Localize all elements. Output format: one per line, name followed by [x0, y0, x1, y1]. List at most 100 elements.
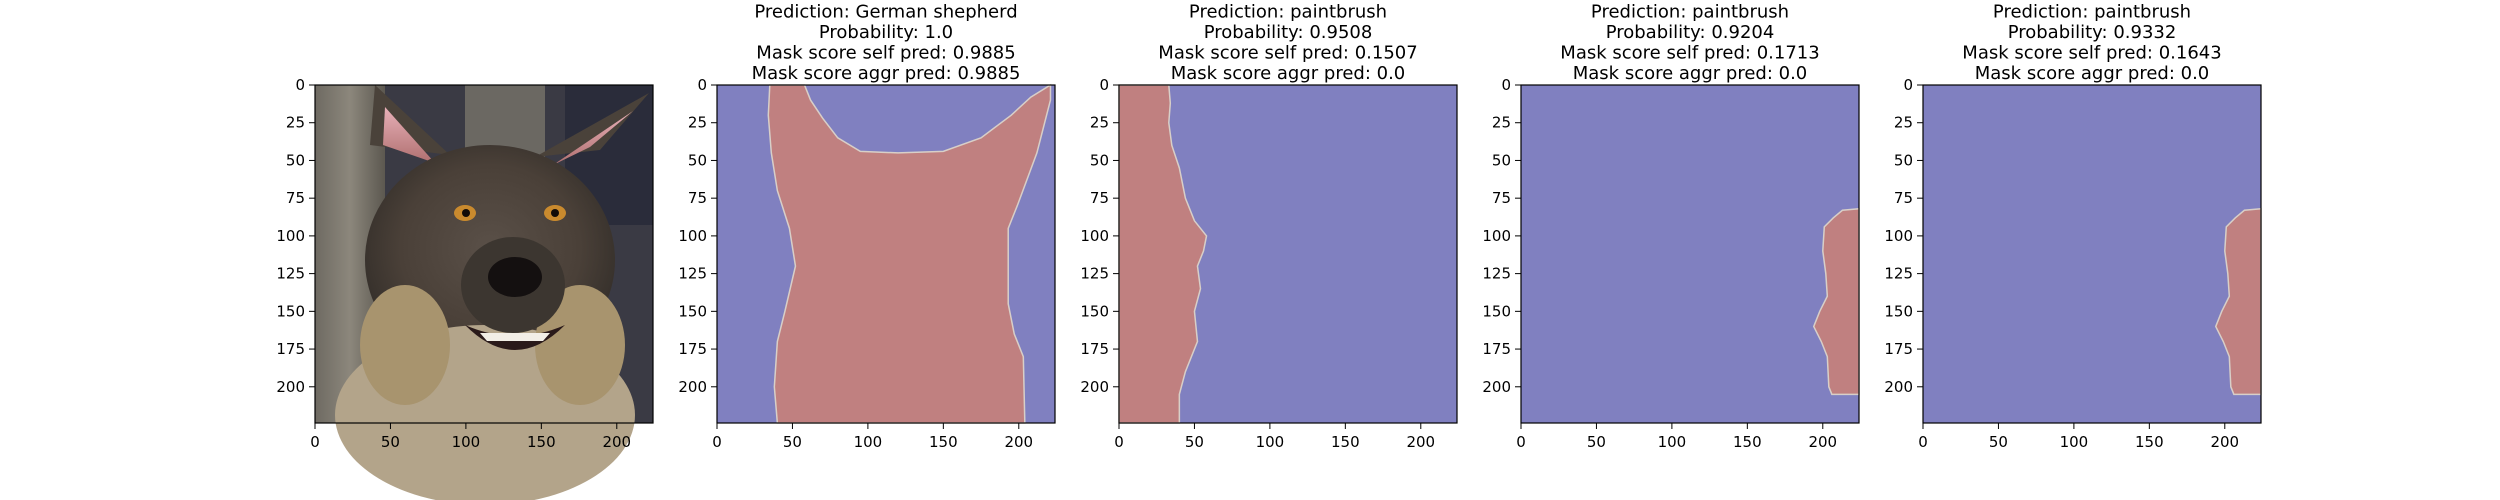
y-tick-label: 100	[276, 227, 305, 245]
x-tick-label: 50	[1587, 433, 1606, 451]
x-tick-label: 50	[1185, 433, 1204, 451]
y-tick-label: 25	[1492, 114, 1511, 132]
left-pupil	[462, 209, 470, 217]
x-tick-label: 200	[1004, 433, 1033, 451]
y-tick-label: 125	[1080, 265, 1109, 283]
panel-title-line: Mask score self pred: 0.1643	[1962, 43, 2221, 64]
y-tick-label: 0	[1903, 76, 1913, 94]
y-tick-label: 125	[1884, 265, 1913, 283]
y-tick-label: 0	[295, 76, 305, 94]
x-tick-label: 0	[310, 433, 320, 451]
subplot-panel: 0 50 100 150 200 0 25 50 75 100 125 150 175 200 Predic…	[1482, 2, 1860, 451]
panel-title-line: Prediction: German shepherd	[754, 2, 1017, 23]
x-tick-label: 100	[2060, 433, 2089, 451]
y-tick-label: 200	[1080, 378, 1109, 396]
y-tick-label: 25	[286, 114, 305, 132]
y-tick-label: 75	[1894, 189, 1913, 207]
nose	[488, 257, 542, 297]
y-tick-label: 100	[1080, 227, 1109, 245]
x-tick-label: 100	[854, 433, 883, 451]
panel-title-line: Probability: 0.9204	[1606, 22, 1775, 43]
x-tick-label: 150	[1331, 433, 1360, 451]
y-tick-label: 175	[1080, 340, 1109, 358]
y-tick-label: 150	[1482, 302, 1511, 320]
panel-title-line: Mask score self pred: 0.1713	[1560, 43, 1819, 64]
x-tick-label: 150	[1733, 433, 1762, 451]
y-tick-label: 50	[1894, 151, 1913, 169]
x-tick-label: 0	[712, 433, 722, 451]
right-pupil	[551, 209, 559, 217]
x-tick-label: 150	[2135, 433, 2164, 451]
x-tick-label: 200	[2210, 433, 2239, 451]
subplot-panel: 0 50 100 150 200 0 25 50 75 100 125 150 175 200 Predic…	[1080, 2, 1458, 451]
y-tick-label: 50	[1492, 151, 1511, 169]
axes-frame	[1118, 84, 1458, 424]
x-tick-label: 0	[1114, 433, 1124, 451]
y-tick-label: 75	[1492, 189, 1511, 207]
panel-title-line: Mask score aggr pred: 0.0	[1171, 63, 1406, 84]
left-ear-inner	[383, 107, 435, 163]
mask-background-region	[1923, 85, 2261, 423]
y-tick-label: 100	[1482, 227, 1511, 245]
dog-photo	[315, 85, 653, 500]
panel-title-line: Mask score aggr pred: 0.9885	[752, 63, 1021, 84]
y-tick-label: 25	[1090, 114, 1109, 132]
panel-title-line: Mask score aggr pred: 0.0	[1573, 63, 1808, 84]
x-tick-label: 0	[1516, 433, 1526, 451]
y-tick-label: 200	[678, 378, 707, 396]
panel-title-line: Prediction: paintbrush	[1591, 2, 1789, 23]
y-tick-label: 50	[688, 151, 707, 169]
x-tick-label: 0	[1918, 433, 1928, 451]
x-tick-label: 200	[1406, 433, 1435, 451]
y-tick-label: 200	[1482, 378, 1511, 396]
mask-object-region	[2214, 207, 2262, 396]
x-tick-label: 50	[783, 433, 802, 451]
y-tick-label: 150	[1884, 302, 1913, 320]
y-tick-label: 50	[286, 151, 305, 169]
panel-title-line: Prediction: paintbrush	[1189, 2, 1387, 23]
mask-object-region	[767, 83, 1052, 424]
y-tick-label: 200	[1884, 378, 1913, 396]
mask-object-region	[1812, 207, 1860, 396]
right-ear-inner	[553, 111, 633, 165]
left-cheek-fur	[360, 285, 450, 405]
y-tick-label: 25	[1894, 114, 1913, 132]
y-tick-label: 75	[688, 189, 707, 207]
panel-title-line: Mask score self pred: 0.1507	[1158, 43, 1417, 64]
y-tick-label: 125	[1482, 265, 1511, 283]
y-tick-label: 175	[1482, 340, 1511, 358]
axes-frame	[314, 84, 654, 424]
y-tick-label: 200	[276, 378, 305, 396]
x-tick-label: 200	[602, 433, 631, 451]
y-tick-label: 125	[678, 265, 707, 283]
y-tick-label: 150	[678, 302, 707, 320]
x-tick-label: 50	[1989, 433, 2008, 451]
y-tick-label: 125	[276, 265, 305, 283]
x-tick-label: 200	[1808, 433, 1837, 451]
axes-frame	[716, 84, 1056, 424]
y-tick-label: 100	[1884, 227, 1913, 245]
right-ear	[535, 93, 649, 157]
mask-object-region	[1118, 84, 1208, 424]
x-tick-label: 100	[1658, 433, 1687, 451]
x-tick-label: 50	[381, 433, 400, 451]
y-tick-label: 175	[678, 340, 707, 358]
y-tick-label: 75	[1090, 189, 1109, 207]
right-cheek-fur	[535, 285, 625, 405]
x-tick-label: 150	[929, 433, 958, 451]
y-tick-label: 50	[1090, 151, 1109, 169]
panel-title-line: Mask score aggr pred: 0.0	[1975, 63, 2210, 84]
y-tick-label: 75	[286, 189, 305, 207]
panel-title-line: Probability: 0.9508	[1204, 22, 1373, 43]
y-tick-label: 100	[678, 227, 707, 245]
panel-title-line: Probability: 0.9332	[2008, 22, 2177, 43]
y-tick-label: 175	[1884, 340, 1913, 358]
y-tick-label: 0	[1501, 76, 1511, 94]
axes-frame	[1922, 84, 2262, 424]
y-tick-label: 150	[276, 302, 305, 320]
y-tick-label: 25	[688, 114, 707, 132]
x-tick-label: 100	[452, 433, 481, 451]
teeth	[480, 333, 550, 341]
axes-frame	[1520, 84, 1860, 424]
